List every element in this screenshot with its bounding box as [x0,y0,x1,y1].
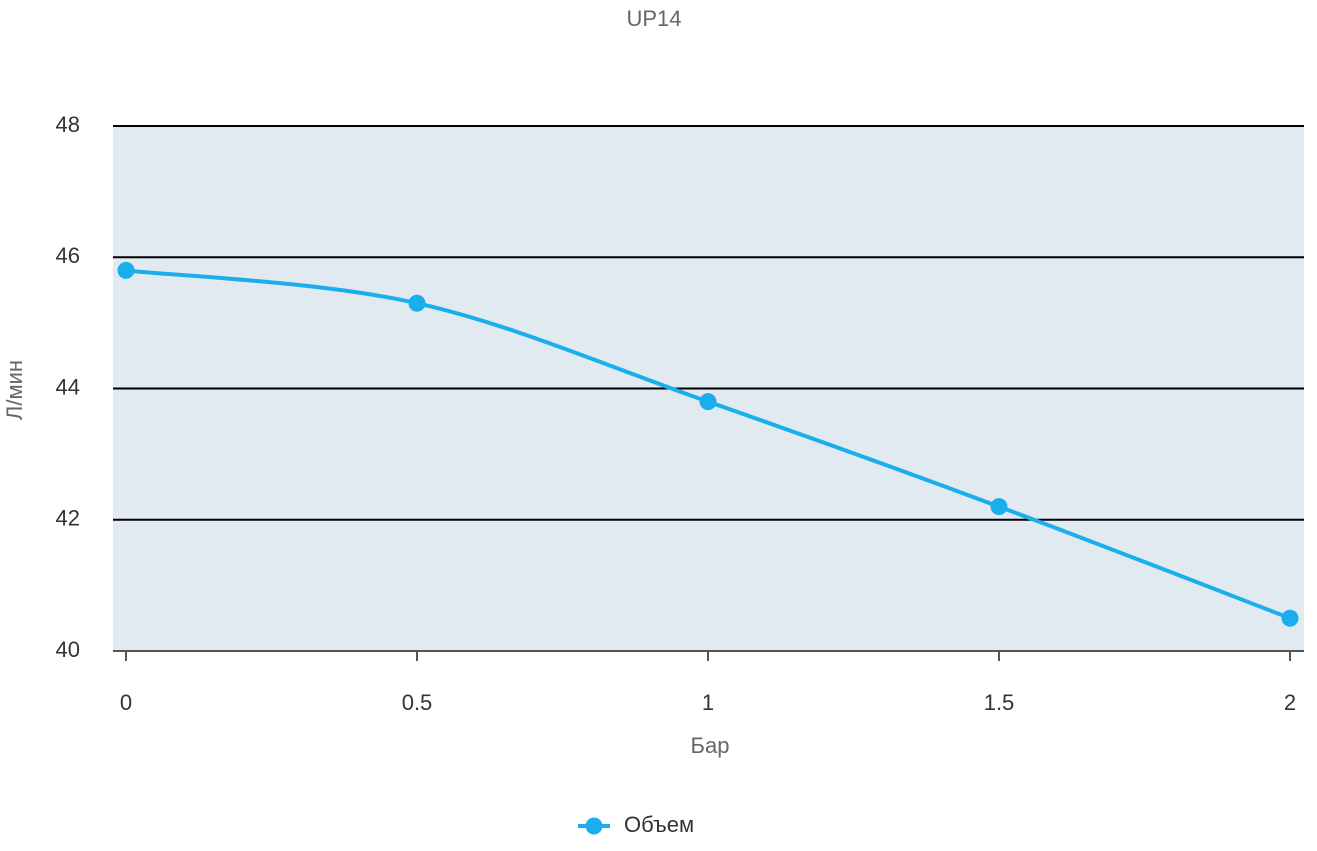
x-tick-label: 2 [1284,690,1296,715]
y-tick-label: 48 [56,112,80,137]
y-tick-label: 42 [56,506,80,531]
data-point [408,294,426,312]
y-axis-label: Л/мин [2,360,27,420]
data-point [699,393,717,411]
y-tick-label: 46 [56,243,80,268]
x-axis-label: Бар [691,733,730,758]
x-tick-label: 0 [120,690,132,715]
y-tick-label: 44 [56,374,80,399]
x-tick-label: 0.5 [402,690,433,715]
legend-marker [585,817,603,835]
data-point [990,498,1008,516]
data-point [1281,609,1299,627]
data-point [117,261,135,279]
legend-label: Объем [624,812,694,837]
chart-title: UP14 [626,6,681,31]
x-tick-label: 1 [702,690,714,715]
x-tick-label: 1.5 [984,690,1015,715]
y-tick-label: 40 [56,637,80,662]
